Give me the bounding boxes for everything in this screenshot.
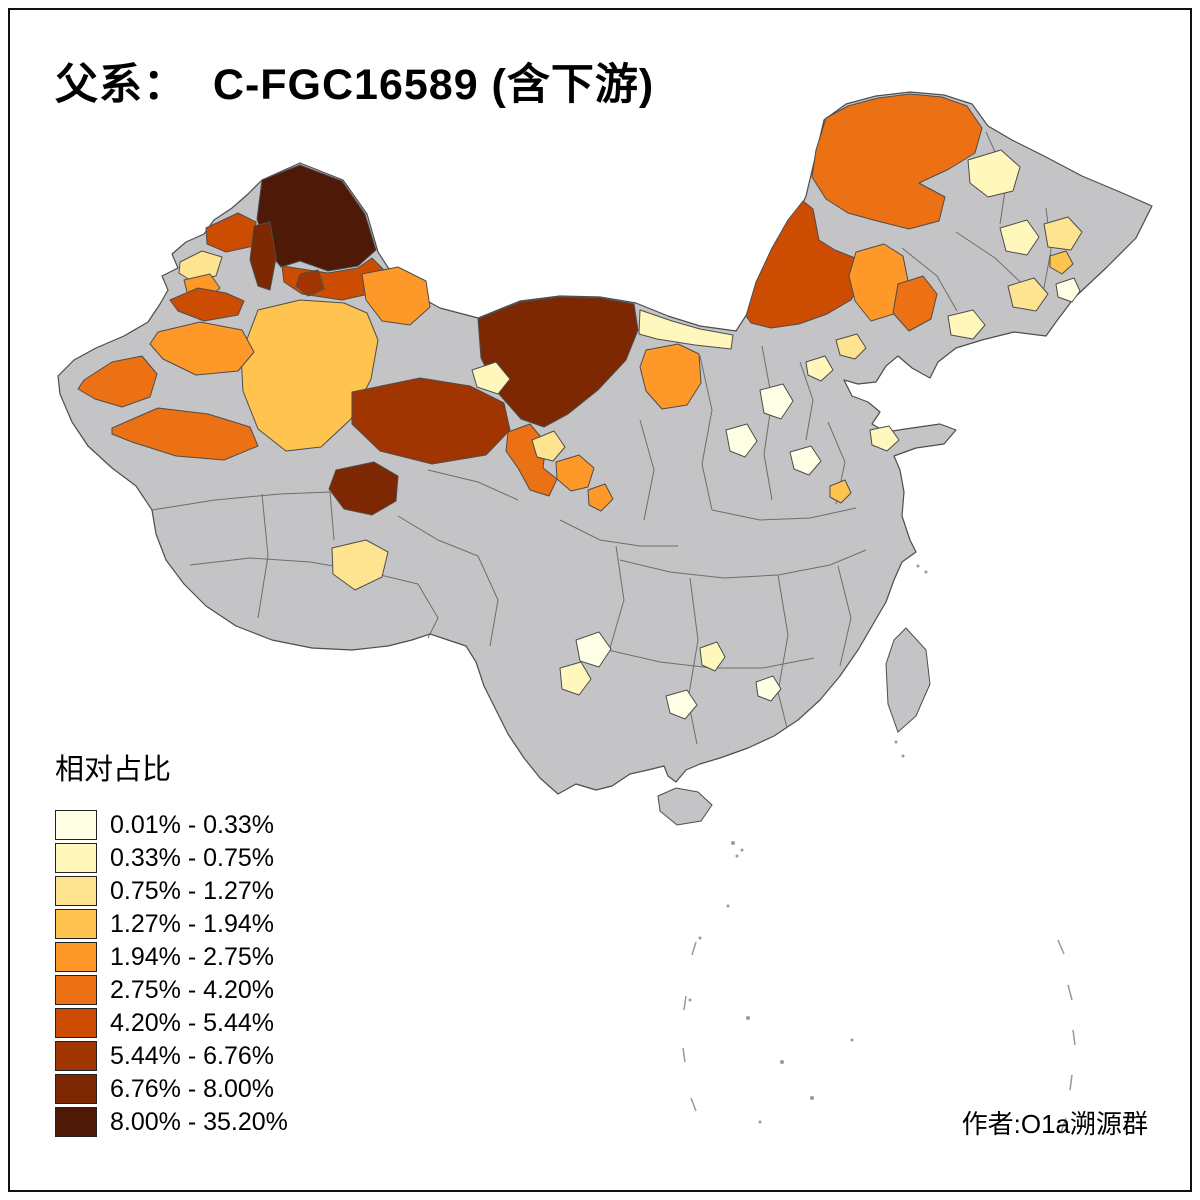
legend-row: 0.33% - 0.75% bbox=[55, 843, 288, 873]
legend-label: 2.75% - 4.20% bbox=[110, 975, 274, 1004]
map-region bbox=[968, 150, 1020, 197]
legend-label: 1.27% - 1.94% bbox=[110, 909, 274, 938]
map-region bbox=[700, 642, 725, 671]
hainan-island bbox=[658, 788, 712, 825]
page-title: 父系： C-FGC16589 (含下游) bbox=[55, 61, 655, 109]
map-region bbox=[666, 690, 697, 719]
map-region bbox=[1056, 278, 1080, 302]
map-region bbox=[726, 424, 757, 457]
legend-row: 8.00% - 35.20% bbox=[55, 1107, 288, 1137]
legend-label: 8.00% - 35.20% bbox=[110, 1107, 288, 1136]
map-region bbox=[170, 288, 244, 321]
map-region bbox=[352, 378, 510, 464]
legend: 相对占比 0.01% - 0.33% 0.33% - 0.75% 0.75% -… bbox=[55, 746, 288, 1137]
map-region bbox=[150, 322, 254, 375]
map-region bbox=[836, 334, 866, 359]
map-region bbox=[588, 484, 613, 511]
map-region bbox=[332, 540, 388, 590]
map-region bbox=[241, 300, 378, 451]
legend-swatch bbox=[55, 1107, 97, 1137]
legend-row: 4.20% - 5.44% bbox=[55, 1008, 288, 1038]
map-region bbox=[329, 462, 398, 515]
legend-label: 0.33% - 0.75% bbox=[110, 843, 274, 872]
legend-swatch bbox=[55, 1041, 97, 1071]
map-region bbox=[1000, 220, 1039, 255]
map-region bbox=[250, 222, 276, 290]
map-region bbox=[556, 455, 594, 491]
map-region bbox=[576, 632, 611, 667]
map-region bbox=[1044, 217, 1082, 250]
map-region bbox=[532, 431, 565, 461]
map-region bbox=[756, 676, 781, 701]
legend-row: 5.44% - 6.76% bbox=[55, 1041, 288, 1071]
legend-rows: 0.01% - 0.33% 0.33% - 0.75% 0.75% - 1.27… bbox=[55, 810, 288, 1137]
map-region bbox=[560, 662, 591, 695]
legend-title: 相对占比 bbox=[55, 754, 172, 786]
map-region bbox=[179, 251, 222, 280]
taiwan-island bbox=[886, 628, 930, 732]
map-region bbox=[1008, 278, 1048, 311]
legend-swatch bbox=[55, 909, 97, 939]
legend-label: 5.44% - 6.76% bbox=[110, 1041, 274, 1070]
map-region bbox=[296, 270, 324, 296]
map-region bbox=[78, 356, 157, 407]
map-region bbox=[893, 276, 937, 331]
dashed-sea-boundary bbox=[683, 940, 1075, 1132]
legend-swatch bbox=[55, 876, 97, 906]
map-region bbox=[472, 362, 510, 394]
map-region bbox=[746, 201, 863, 328]
legend-swatch bbox=[55, 1008, 97, 1038]
map-region bbox=[1050, 251, 1073, 274]
author-credit: 作者:O1a溯源群 bbox=[961, 1109, 1148, 1139]
map-regions bbox=[78, 94, 1082, 719]
legend-row: 0.01% - 0.33% bbox=[55, 810, 288, 840]
map-region bbox=[830, 480, 851, 503]
map-region bbox=[760, 384, 793, 419]
legend-label: 6.76% - 8.00% bbox=[110, 1074, 274, 1103]
legend-row: 2.75% - 4.20% bbox=[55, 975, 288, 1005]
map-region bbox=[362, 267, 430, 325]
map-region bbox=[478, 297, 638, 427]
legend-row: 0.75% - 1.27% bbox=[55, 876, 288, 906]
legend-swatch bbox=[55, 810, 97, 840]
legend-label: 0.01% - 0.33% bbox=[110, 810, 274, 839]
legend-row: 1.27% - 1.94% bbox=[55, 909, 288, 939]
map-region bbox=[206, 213, 256, 252]
south-china-sea-islands bbox=[688, 564, 928, 1124]
legend-swatch bbox=[55, 942, 97, 972]
province-boundaries bbox=[152, 132, 1051, 744]
map-region bbox=[639, 310, 733, 349]
map-region bbox=[870, 426, 899, 451]
map-region bbox=[790, 446, 821, 475]
map-region bbox=[948, 310, 985, 339]
legend-label: 4.20% - 5.44% bbox=[110, 1008, 274, 1037]
legend-label: 1.94% - 2.75% bbox=[110, 942, 274, 971]
map-region bbox=[812, 94, 982, 229]
map-region bbox=[640, 344, 701, 409]
legend-swatch bbox=[55, 843, 97, 873]
legend-swatch bbox=[55, 975, 97, 1005]
legend-label: 0.75% - 1.27% bbox=[110, 876, 274, 905]
legend-row: 1.94% - 2.75% bbox=[55, 942, 288, 972]
legend-swatch bbox=[55, 1074, 97, 1104]
legend-row: 6.76% - 8.00% bbox=[55, 1074, 288, 1104]
map-region bbox=[806, 356, 833, 381]
map-region bbox=[112, 408, 258, 460]
